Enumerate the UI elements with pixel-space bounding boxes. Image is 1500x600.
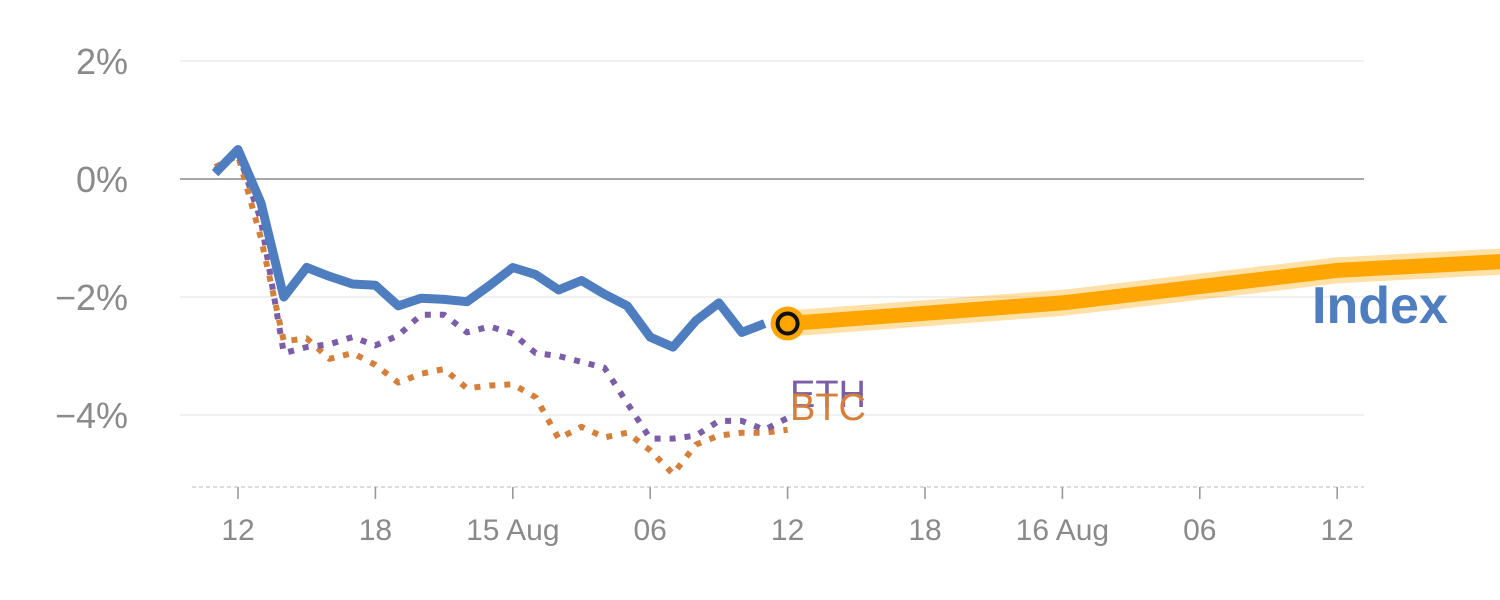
y-axis: 2% 0% −2% −4% bbox=[55, 41, 128, 436]
x-axis: 12 18 15 Aug 06 12 18 16 Aug 06 12 bbox=[192, 486, 1364, 547]
x-tick-label: 06 bbox=[1183, 514, 1216, 547]
x-tick-label: 18 bbox=[359, 514, 392, 547]
y-tick-label: −2% bbox=[55, 277, 128, 318]
x-tick-label: 06 bbox=[634, 514, 667, 547]
x-tick-label: 16 Aug bbox=[1016, 514, 1109, 547]
y-tick-label: 2% bbox=[76, 41, 128, 82]
x-tick-label: 12 bbox=[771, 514, 804, 547]
btc-line bbox=[213, 152, 788, 477]
btc-series-label: BTC bbox=[790, 387, 866, 429]
series-lines bbox=[211, 145, 1500, 477]
gridlines bbox=[180, 60, 1364, 416]
index-line bbox=[211, 145, 767, 352]
x-tick-label: 12 bbox=[221, 514, 254, 547]
y-tick-label: −4% bbox=[55, 395, 128, 436]
index-series-label: Index bbox=[1312, 277, 1448, 335]
y-tick-label: 0% bbox=[76, 159, 128, 200]
current-marker bbox=[775, 311, 800, 336]
x-tick-label: 15 Aug bbox=[466, 514, 559, 547]
eth-series-label: ETH bbox=[790, 374, 866, 416]
eth-line bbox=[213, 149, 789, 442]
x-tick-label: 12 bbox=[1321, 514, 1354, 547]
forecast-line bbox=[787, 254, 1500, 332]
x-tick-label: 18 bbox=[908, 514, 941, 547]
